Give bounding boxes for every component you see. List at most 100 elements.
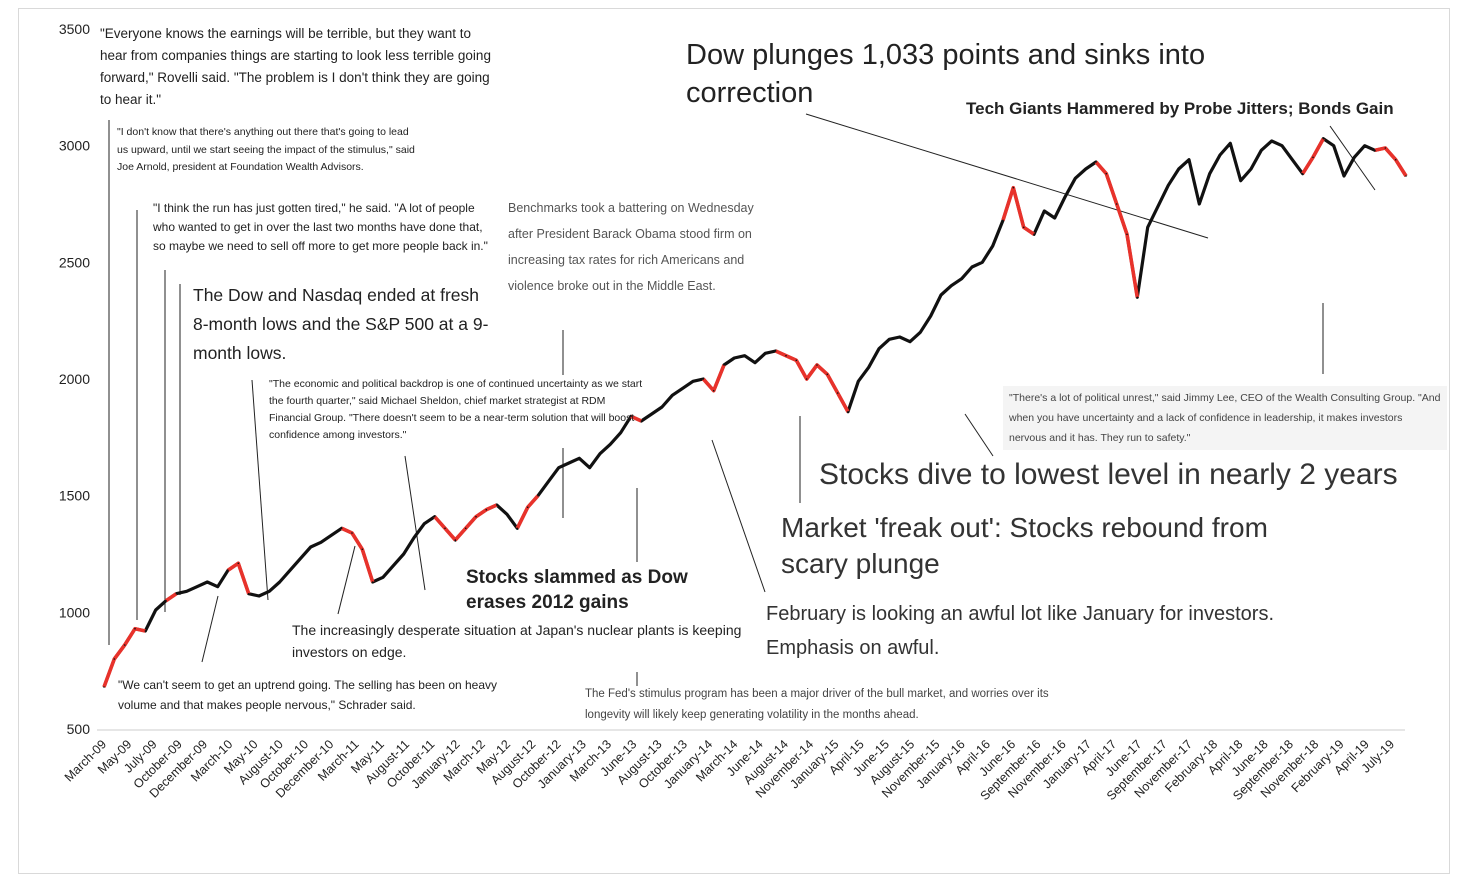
data-point	[754, 361, 756, 364]
data-point	[743, 354, 746, 357]
price-series	[102, 137, 1408, 688]
data-point	[175, 592, 178, 595]
data-point	[1043, 210, 1046, 212]
data-point	[847, 410, 849, 413]
data-point	[258, 595, 260, 597]
data-point	[1012, 186, 1015, 189]
data-point	[1291, 158, 1294, 161]
data-point	[361, 548, 364, 551]
data-point	[278, 581, 281, 583]
annotation-slammed: Stocks slammed as Dow erases 2012 gains	[466, 565, 706, 615]
data-point	[836, 392, 839, 394]
data-point	[1136, 296, 1139, 299]
data-point	[1219, 154, 1221, 156]
leader-sheldon	[251, 379, 269, 601]
data-point	[454, 539, 457, 541]
annotation-japan: The increasingly desperate situation at …	[292, 622, 742, 660]
annotation-tired: "I think the run has just gotten tired,"…	[153, 201, 488, 253]
annotation-obama: Benchmarks took a battering on Wednesday…	[508, 201, 754, 293]
data-point	[1281, 144, 1283, 147]
data-point	[971, 266, 973, 268]
data-point	[1374, 149, 1376, 152]
data-point	[299, 557, 302, 560]
data-point	[640, 420, 643, 422]
leader-february	[711, 439, 766, 593]
data-point	[692, 380, 694, 383]
annotation-dow-nasdaq: The Dow and Nasdaq ended at fresh 8-mont…	[193, 285, 489, 363]
data-point	[237, 562, 240, 565]
data-point	[1363, 144, 1366, 147]
data-point	[950, 284, 953, 287]
y-tick-label: 3500	[59, 21, 90, 37]
data-point	[309, 546, 312, 548]
data-point	[1157, 205, 1159, 208]
decline-highlight	[453, 503, 498, 542]
data-point	[1260, 149, 1263, 152]
y-tick-label: 2000	[59, 371, 90, 387]
data-point	[506, 513, 508, 516]
data-point	[216, 585, 219, 588]
data-point	[1239, 179, 1242, 182]
data-point	[805, 378, 808, 380]
data-point	[526, 506, 529, 509]
data-point	[712, 389, 715, 392]
data-point	[1053, 217, 1056, 219]
data-point	[1250, 168, 1252, 170]
y-tick-label: 2500	[59, 254, 90, 270]
y-tick-label: 1500	[59, 488, 90, 504]
decline-highlight	[701, 364, 726, 393]
decline-highlight	[123, 626, 146, 646]
data-point	[764, 352, 767, 355]
data-point	[1208, 172, 1211, 175]
data-point	[485, 508, 488, 511]
data-point	[599, 452, 601, 455]
data-point	[1188, 158, 1190, 161]
data-point	[340, 527, 343, 530]
data-point	[1384, 147, 1387, 149]
data-point	[1002, 219, 1004, 222]
data-point	[206, 581, 209, 583]
decline-highlight	[164, 592, 178, 603]
annotation-dow-plunges: Dow plunges 1,033 points and sinks into …	[686, 39, 1206, 109]
annotation-schrader: "We can't seem to get an uptrend going. …	[118, 678, 498, 712]
data-point	[1126, 233, 1128, 236]
data-point	[1095, 161, 1097, 163]
chart-frame	[18, 8, 1450, 874]
data-point	[475, 515, 477, 518]
data-point	[1167, 184, 1170, 187]
data-point	[826, 373, 829, 376]
data-point	[578, 457, 581, 460]
annotation-jimmy-lee: "There's a lot of political unrest," sai…	[1003, 386, 1447, 450]
data-point	[650, 413, 653, 415]
decline-highlight	[1001, 185, 1036, 236]
data-point	[1322, 137, 1325, 140]
leader-dow-plunges	[805, 113, 1209, 239]
data-point	[134, 627, 136, 630]
data-point	[785, 354, 787, 357]
data-point	[402, 553, 405, 555]
data-point	[898, 336, 901, 338]
data-point	[185, 590, 188, 593]
data-point	[774, 350, 777, 352]
data-point	[940, 294, 942, 296]
annotation-lowest: Stocks dive to lowest level in nearly 2 …	[819, 458, 1398, 491]
data-point	[113, 658, 116, 660]
data-point	[671, 394, 674, 397]
data-point	[588, 466, 591, 469]
data-point	[444, 527, 446, 530]
data-point	[1177, 168, 1180, 170]
annotation-tech-giants: Tech Giants Hammered by Probe Jitters; B…	[966, 99, 1394, 118]
data-point	[661, 406, 663, 408]
data-point	[154, 609, 157, 611]
data-point	[123, 644, 126, 646]
data-point	[495, 504, 498, 506]
data-point	[702, 378, 705, 380]
data-point	[1353, 156, 1356, 159]
data-point	[1270, 140, 1273, 142]
data-point	[609, 443, 612, 446]
data-point	[723, 364, 725, 366]
data-point	[888, 338, 891, 341]
y-tick-label: 1000	[59, 604, 90, 620]
data-point	[103, 686, 105, 688]
